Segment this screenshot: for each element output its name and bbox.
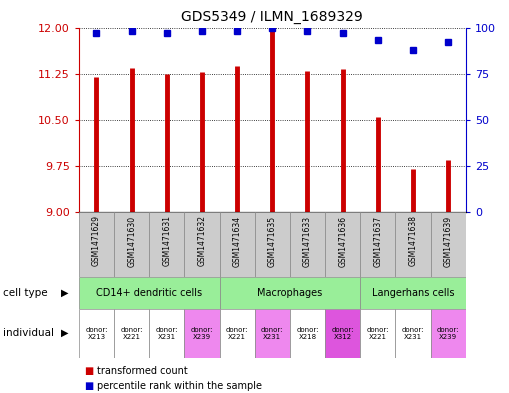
Text: donor:
X239: donor: X239 [191, 327, 213, 340]
Text: GSM1471637: GSM1471637 [373, 215, 382, 266]
Text: donor:
X231: donor: X231 [402, 327, 424, 340]
Bar [219, 309, 254, 358]
Text: GSM1471629: GSM1471629 [92, 215, 101, 266]
Text: GSM1471638: GSM1471638 [409, 215, 417, 266]
Bar [114, 309, 149, 358]
Bar [290, 309, 325, 358]
Text: cell type: cell type [3, 288, 47, 298]
Text: GSM1471632: GSM1471632 [197, 215, 207, 266]
Text: donor:
X312: donor: X312 [331, 327, 354, 340]
Text: transformed count: transformed count [97, 366, 187, 376]
Text: GSM1471639: GSM1471639 [444, 215, 453, 266]
Bar [431, 212, 466, 277]
Text: GSM1471630: GSM1471630 [127, 215, 136, 266]
Bar [395, 212, 431, 277]
Text: Macrophages: Macrophages [257, 288, 323, 298]
Text: individual: individual [3, 328, 53, 338]
Bar [254, 212, 290, 277]
Bar [325, 309, 360, 358]
Text: Langerhans cells: Langerhans cells [372, 288, 454, 298]
Text: GSM1471631: GSM1471631 [162, 215, 172, 266]
Bar [219, 212, 254, 277]
Bar [114, 212, 149, 277]
Text: CD14+ dendritic cells: CD14+ dendritic cells [96, 288, 202, 298]
Text: donor:
X231: donor: X231 [156, 327, 178, 340]
Bar [184, 212, 219, 277]
Bar [360, 309, 395, 358]
Text: GSM1471635: GSM1471635 [268, 215, 277, 266]
Title: GDS5349 / ILMN_1689329: GDS5349 / ILMN_1689329 [181, 10, 363, 24]
Text: donor:
X239: donor: X239 [437, 327, 460, 340]
Bar [360, 277, 466, 309]
Bar [395, 309, 431, 358]
Bar [431, 309, 466, 358]
Text: GSM1471633: GSM1471633 [303, 215, 312, 266]
Bar [325, 212, 360, 277]
Bar [254, 309, 290, 358]
Bar [290, 212, 325, 277]
Text: donor:
X221: donor: X221 [366, 327, 389, 340]
Bar [79, 212, 114, 277]
Text: donor:
X221: donor: X221 [226, 327, 248, 340]
Bar [360, 212, 395, 277]
Bar [79, 277, 219, 309]
Bar [184, 309, 219, 358]
Text: ▶: ▶ [61, 288, 69, 298]
Bar [79, 309, 114, 358]
Text: ▶: ▶ [61, 328, 69, 338]
Text: donor:
X221: donor: X221 [121, 327, 143, 340]
Text: ■: ■ [84, 366, 93, 376]
Text: GSM1471636: GSM1471636 [338, 215, 347, 266]
Text: percentile rank within the sample: percentile rank within the sample [97, 381, 262, 391]
Bar [219, 277, 360, 309]
Text: donor:
X218: donor: X218 [296, 327, 319, 340]
Bar [149, 212, 184, 277]
Bar [149, 309, 184, 358]
Text: GSM1471634: GSM1471634 [233, 215, 242, 266]
Text: donor:
X231: donor: X231 [261, 327, 284, 340]
Text: ■: ■ [84, 381, 93, 391]
Text: donor:
X213: donor: X213 [85, 327, 108, 340]
